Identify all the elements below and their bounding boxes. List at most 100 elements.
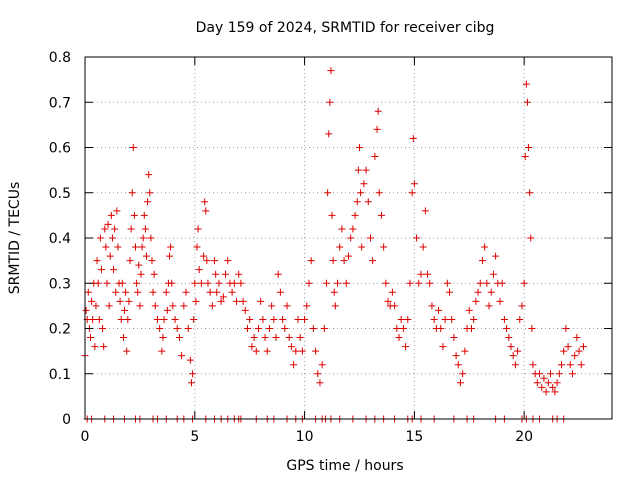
data-point bbox=[111, 225, 119, 233]
data-point bbox=[417, 270, 425, 278]
data-point bbox=[355, 144, 363, 151]
data-point bbox=[536, 370, 544, 378]
data-point bbox=[353, 198, 361, 206]
data-point bbox=[338, 225, 346, 233]
data-point bbox=[573, 334, 581, 342]
x-tick-label: 20 bbox=[515, 429, 533, 445]
data-point bbox=[126, 257, 134, 265]
data-point bbox=[197, 279, 205, 287]
data-point bbox=[132, 243, 140, 251]
data-point bbox=[261, 334, 269, 342]
data-point bbox=[148, 257, 156, 265]
data-point bbox=[465, 306, 473, 314]
data-point bbox=[525, 144, 533, 151]
data-point bbox=[168, 279, 176, 287]
data-point bbox=[145, 171, 153, 179]
data-point bbox=[106, 252, 114, 260]
data-point bbox=[571, 352, 579, 360]
data-point bbox=[377, 211, 385, 219]
data-point bbox=[406, 279, 414, 287]
data-point bbox=[579, 343, 587, 351]
data-point bbox=[371, 153, 379, 161]
y-axis-label: SRMTID / TECUs bbox=[7, 182, 23, 295]
data-point bbox=[303, 302, 311, 310]
data-point bbox=[156, 325, 164, 332]
data-point bbox=[134, 288, 142, 296]
data-point bbox=[362, 166, 370, 174]
data-point bbox=[124, 315, 132, 323]
data-point bbox=[456, 379, 464, 387]
data-point bbox=[136, 302, 144, 310]
data-point bbox=[373, 125, 381, 133]
data-point bbox=[448, 315, 456, 323]
data-point bbox=[195, 266, 203, 274]
y-tick-label: 0.2 bbox=[49, 322, 71, 338]
data-point bbox=[108, 234, 116, 242]
data-point bbox=[116, 297, 124, 305]
data-point bbox=[86, 334, 94, 342]
data-point bbox=[301, 315, 309, 323]
data-point bbox=[318, 361, 326, 369]
data-point bbox=[180, 302, 188, 310]
data-point bbox=[435, 306, 443, 314]
data-point bbox=[542, 388, 550, 396]
data-point bbox=[382, 279, 390, 287]
data-point bbox=[314, 370, 322, 378]
data-point bbox=[88, 297, 96, 305]
data-point bbox=[507, 343, 515, 351]
data-point bbox=[141, 225, 149, 233]
data-point bbox=[549, 383, 557, 391]
data-point bbox=[144, 198, 152, 206]
data-point bbox=[415, 279, 423, 287]
data-points bbox=[81, 67, 587, 423]
data-point bbox=[101, 225, 109, 233]
data-point bbox=[190, 315, 198, 323]
data-point bbox=[123, 347, 131, 355]
data-point bbox=[93, 257, 101, 265]
data-point bbox=[514, 347, 522, 355]
data-point bbox=[130, 211, 138, 219]
data-point bbox=[224, 257, 232, 265]
data-point bbox=[340, 257, 348, 265]
data-point bbox=[212, 270, 220, 278]
data-point bbox=[204, 279, 212, 287]
y-tick-label: 0.6 bbox=[49, 141, 71, 157]
data-point bbox=[402, 343, 410, 351]
data-point bbox=[137, 270, 145, 278]
data-point bbox=[189, 370, 197, 378]
data-point bbox=[527, 234, 535, 242]
data-point bbox=[409, 134, 417, 142]
data-point bbox=[439, 343, 447, 351]
data-point bbox=[446, 288, 454, 296]
data-point bbox=[395, 334, 403, 342]
data-point bbox=[94, 279, 102, 287]
data-point bbox=[153, 315, 161, 323]
data-point bbox=[327, 67, 335, 75]
data-point bbox=[91, 343, 99, 351]
data-point bbox=[97, 266, 105, 274]
chart-title: Day 159 of 2024, SRMTID for receiver cib… bbox=[196, 20, 495, 36]
axis-ticks: 0 0.1 0.2 0.3 0.4 0.5 0.6 0.7 0.8 0 5 10 15 20 bbox=[49, 50, 612, 445]
data-point bbox=[112, 288, 120, 296]
data-point bbox=[562, 325, 570, 332]
data-point bbox=[230, 279, 238, 287]
data-point bbox=[413, 234, 421, 242]
data-point bbox=[564, 343, 572, 351]
data-point bbox=[250, 334, 258, 342]
data-point bbox=[102, 243, 110, 251]
data-point bbox=[122, 288, 130, 296]
data-point bbox=[171, 315, 179, 323]
data-point bbox=[125, 297, 133, 305]
data-point bbox=[528, 325, 536, 332]
data-point bbox=[252, 347, 260, 355]
data-point bbox=[461, 347, 469, 355]
data-point bbox=[200, 252, 208, 260]
data-point bbox=[276, 288, 284, 296]
data-point bbox=[257, 297, 265, 305]
data-point bbox=[421, 207, 429, 215]
data-point bbox=[113, 207, 121, 215]
data-point bbox=[127, 225, 135, 233]
data-point bbox=[366, 234, 374, 242]
data-point bbox=[274, 270, 282, 278]
data-point bbox=[160, 315, 168, 323]
